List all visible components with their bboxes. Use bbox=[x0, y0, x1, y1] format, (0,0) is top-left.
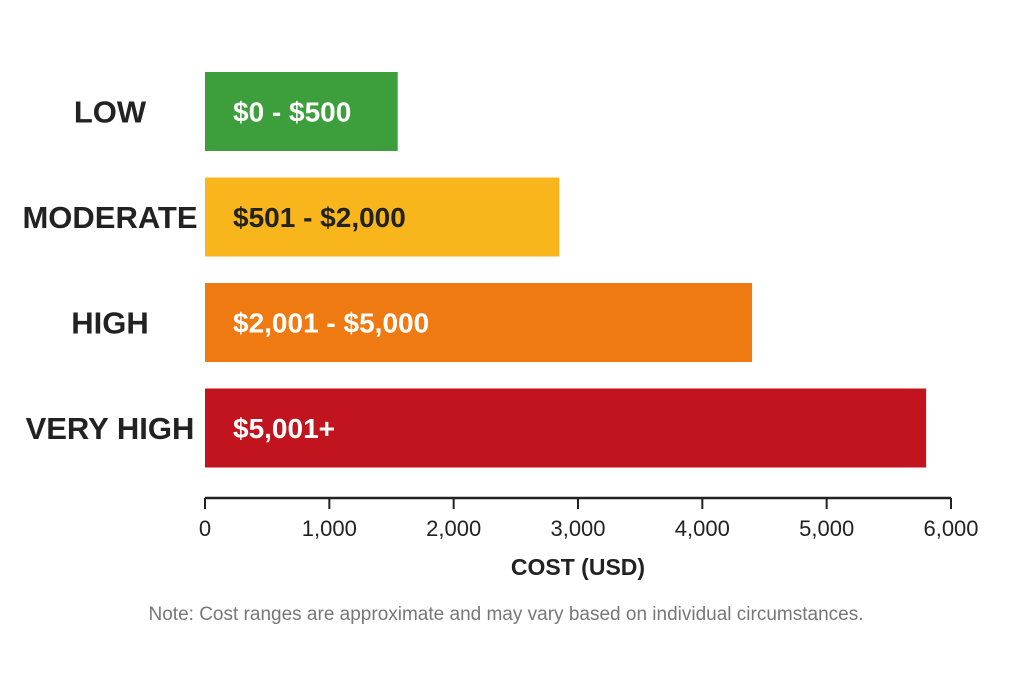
bar-value-label-low: $0 - $500 bbox=[233, 97, 351, 128]
bar-high bbox=[205, 283, 753, 362]
category-label-moderate: MODERATE bbox=[22, 200, 197, 235]
x-tick-label-5000: 5,000 bbox=[799, 516, 854, 541]
bars-group: $0 - $500 $501 - $2,000 $2,001 - $5,000 $5,… bbox=[205, 72, 927, 468]
x-tick-label-6000: 6,000 bbox=[923, 516, 978, 541]
x-tick-label-0: 0 bbox=[199, 516, 211, 541]
bar-low bbox=[205, 72, 398, 151]
bar-very-high bbox=[205, 388, 927, 468]
category-labels-group: LOW MODERATE HIGH VERY HIGH bbox=[22, 95, 197, 447]
category-label-high: HIGH bbox=[71, 306, 149, 341]
bar-value-label-high: $2,001 - $5,000 bbox=[233, 308, 429, 339]
x-axis-title: COST (USD) bbox=[511, 554, 645, 580]
x-tick-label-3000: 3,000 bbox=[550, 516, 605, 541]
x-tick-label-4000: 4,000 bbox=[675, 516, 730, 541]
bar-value-label-very-high: $5,001+ bbox=[233, 413, 335, 444]
x-tick-label-1000: 1,000 bbox=[302, 516, 357, 541]
category-label-low: LOW bbox=[74, 95, 147, 130]
x-tick-label-2000: 2,000 bbox=[426, 516, 481, 541]
bar-value-label-moderate: $501 - $2,000 bbox=[233, 202, 406, 233]
category-label-very-high: VERY HIGH bbox=[26, 411, 195, 446]
bar-moderate bbox=[205, 177, 560, 257]
x-axis: 0 1,000 2,000 3,000 4,000 5,000 6,000 bbox=[199, 496, 979, 541]
footnote: Note: Cost ranges are approximate and ma… bbox=[148, 604, 864, 625]
